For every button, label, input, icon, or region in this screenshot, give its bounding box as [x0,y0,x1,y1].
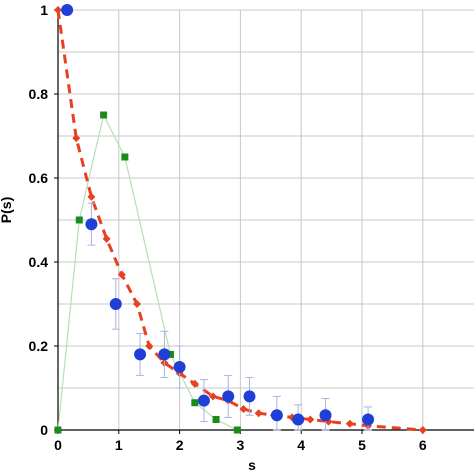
red-diamond-point [418,426,427,434]
red-diamond-point [239,405,248,413]
green-square-point [212,416,220,423]
green-square-point [121,153,129,161]
green-square-point [75,216,83,224]
y-tick-label: 0 [40,422,48,438]
y-tick-label: 1 [40,2,48,18]
axes [54,9,474,434]
green-square-point [54,426,62,434]
red-diamond-point [145,342,154,350]
red-diamond-point [117,270,126,279]
y-tick-label: 0.6 [29,170,49,186]
blue-circle-point [222,390,235,403]
green-series-line [57,113,238,431]
x-tick-label: 4 [297,437,305,453]
y-tick-label: 0.2 [29,338,49,354]
blue-circle-point [173,361,186,373]
x-axis-label: s [248,457,256,473]
blue-circle-point [243,390,256,403]
red-diamond-point [72,134,81,143]
x-tick-label: 6 [419,437,427,453]
y-tick-label: 0.8 [29,86,49,102]
blue-circle-point [61,4,74,16]
green-square-point [191,399,199,407]
blue-circle-point [292,413,305,426]
blue-circle-point [362,413,375,426]
red-diamond-point [102,234,111,243]
x-tick-label: 2 [176,437,184,453]
blue-circle-point [85,218,98,231]
y-axis-label: P(s) [0,197,14,223]
red-diamond-point [209,392,218,401]
blue-circle-point [109,298,122,310]
series-blue-points [61,4,375,431]
red-diamond-point [254,409,263,418]
blue-circle-point [270,409,283,422]
blue-circle-point [319,409,332,422]
blue-circle-point [158,348,171,361]
red-diamond-point [306,415,315,424]
red-diamond-point [345,419,354,428]
x-tick-label: 0 [54,437,62,453]
green-square-point [233,426,241,434]
series-green-squares [54,111,241,434]
red-dashed-line [56,9,423,432]
red-diamond-point [54,6,62,14]
x-tick-label: 1 [115,437,123,453]
blue-circle-point [197,394,210,407]
grid-lines [58,9,474,430]
x-tick-label: 5 [358,437,366,453]
tick-labels: 0 1 2 3 4 5 6 0 0.2 0.4 0.6 0.8 1 [29,2,427,453]
y-tick-label: 0.4 [29,254,49,270]
red-diamond-point [87,192,96,201]
green-square-point [100,111,108,119]
red-diamond-point [133,300,142,308]
x-tick-label: 3 [237,437,245,453]
blue-circle-point [134,348,147,361]
green-square-point [166,350,174,358]
red-diamond-point [190,379,199,388]
